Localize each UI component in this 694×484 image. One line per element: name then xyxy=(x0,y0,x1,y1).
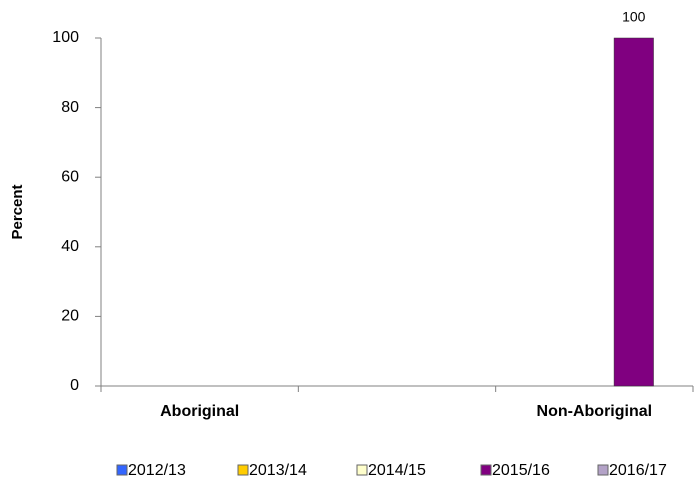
y-tick-label: 60 xyxy=(61,168,79,185)
legend-label: 2013/14 xyxy=(249,462,307,479)
legend-swatch xyxy=(597,464,609,476)
y-tick-label: 0 xyxy=(70,377,79,394)
legend-label: 2015/16 xyxy=(492,462,550,479)
legend-swatch xyxy=(237,464,249,476)
legend-swatch xyxy=(480,464,492,476)
y-tick-label: 20 xyxy=(61,308,79,325)
y-tick-label: 40 xyxy=(61,238,79,255)
y-axis-label: Percent xyxy=(9,184,26,239)
legend-swatch xyxy=(356,464,368,476)
legend-label: 2014/15 xyxy=(368,462,426,479)
legend-swatch xyxy=(116,464,128,476)
bar xyxy=(613,37,654,387)
legend-label: 2012/13 xyxy=(128,462,186,479)
x-tick-label: Aboriginal xyxy=(160,403,239,420)
data-label: 100 xyxy=(622,9,646,25)
legend-label: 2016/17 xyxy=(609,462,667,479)
y-tick-label: 100 xyxy=(52,29,79,46)
x-tick-label: Non-Aboriginal xyxy=(537,403,653,420)
y-tick-label: 80 xyxy=(61,99,79,116)
